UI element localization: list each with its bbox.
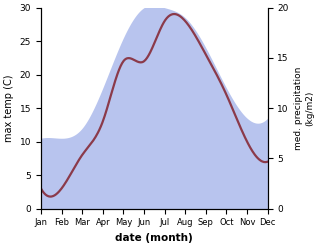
Y-axis label: max temp (C): max temp (C)	[4, 74, 14, 142]
X-axis label: date (month): date (month)	[115, 233, 193, 243]
Y-axis label: med. precipitation
(kg/m2): med. precipitation (kg/m2)	[294, 66, 314, 150]
